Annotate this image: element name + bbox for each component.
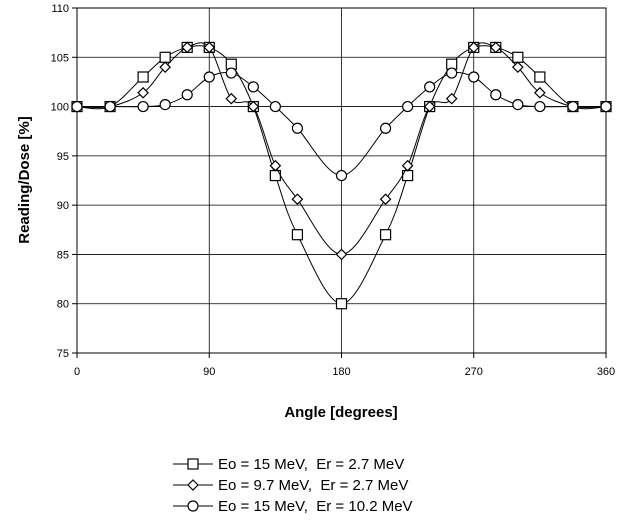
legend-label: Eo = 15 MeV, Er = 10.2 MeV — [218, 498, 413, 515]
data-point — [567, 100, 579, 113]
data-point — [291, 122, 304, 134]
x-tick-label: 180 — [332, 366, 350, 378]
legend-marker — [187, 479, 199, 491]
data-point — [104, 100, 116, 113]
legend-item: Eo = 9.7 MeV, Er = 2.7 MeV — [173, 477, 408, 494]
data-point — [159, 98, 171, 111]
data-point — [379, 229, 392, 241]
y-axis-title: Reading/Dose [%] — [16, 116, 33, 244]
data-point — [335, 298, 348, 310]
x-tick-label: 0 — [74, 366, 80, 378]
data-point — [512, 51, 524, 63]
data-point — [137, 71, 149, 83]
data-point — [247, 81, 259, 93]
y-tick-label: 75 — [57, 348, 69, 360]
data-point — [534, 100, 546, 113]
y-tick-label: 100 — [51, 102, 69, 114]
data-point — [467, 41, 480, 54]
data-point — [468, 71, 480, 83]
legend-marker — [187, 500, 199, 512]
data-point — [181, 89, 193, 101]
data-point — [423, 100, 436, 113]
series-3 — [71, 67, 612, 182]
data-point — [401, 159, 414, 172]
data-point — [445, 92, 458, 105]
data-point — [247, 100, 260, 113]
data-point — [335, 248, 348, 261]
data-point — [225, 92, 238, 105]
data-point — [490, 89, 502, 101]
data-point — [379, 193, 392, 206]
data-point — [137, 86, 149, 99]
legend-label: Eo = 9.7 MeV, Er = 2.7 MeV — [218, 477, 408, 494]
data-point — [71, 100, 83, 113]
data-point — [600, 100, 612, 113]
x-tick-label: 90 — [203, 366, 215, 378]
y-tick-label: 95 — [57, 151, 69, 163]
legend-label: Eo = 15 MeV, Er = 2.7 MeV — [218, 456, 404, 473]
data-point — [335, 169, 348, 182]
data-point — [269, 100, 281, 113]
data-point — [446, 67, 458, 79]
data-point — [203, 71, 215, 83]
legend: Eo = 15 MeV, Er = 2.7 MeV Eo = 9.7 MeV, E… — [173, 456, 413, 515]
data-point — [379, 122, 392, 134]
series — [71, 41, 612, 310]
y-tick-label: 85 — [57, 249, 69, 261]
data-point — [159, 61, 172, 73]
data-point — [402, 100, 414, 113]
data-point — [159, 51, 171, 63]
x-tick-label: 360 — [597, 366, 615, 378]
y-tick-label: 105 — [51, 52, 69, 64]
data-point — [511, 61, 524, 73]
data-point — [225, 67, 237, 79]
x-tick-label: 270 — [465, 366, 483, 378]
legend-item: Eo = 15 MeV, Er = 10.2 MeV — [173, 498, 413, 515]
data-point — [512, 98, 524, 111]
data-point — [181, 41, 194, 54]
tick-labels: 75 80 85 90 95 100 105 110 0 90 180 270 360 — [51, 3, 616, 378]
data-point — [269, 159, 282, 172]
data-point — [291, 229, 304, 241]
legend-marker — [187, 458, 199, 470]
x-axis-title: Angle [degrees] — [284, 404, 397, 421]
data-point — [291, 193, 304, 206]
y-tick-label: 90 — [57, 200, 69, 212]
data-point — [534, 86, 546, 99]
data-point — [137, 100, 149, 113]
data-point — [534, 71, 546, 83]
plot-area-frame — [76, 7, 607, 354]
data-point — [489, 41, 502, 54]
data-point — [203, 41, 216, 54]
legend-item: Eo = 15 MeV, Er = 2.7 MeV — [173, 456, 404, 473]
series-2 — [71, 41, 612, 261]
y-tick-label: 110 — [51, 3, 69, 15]
y-tick-label: 80 — [57, 299, 69, 311]
data-point — [424, 81, 436, 93]
